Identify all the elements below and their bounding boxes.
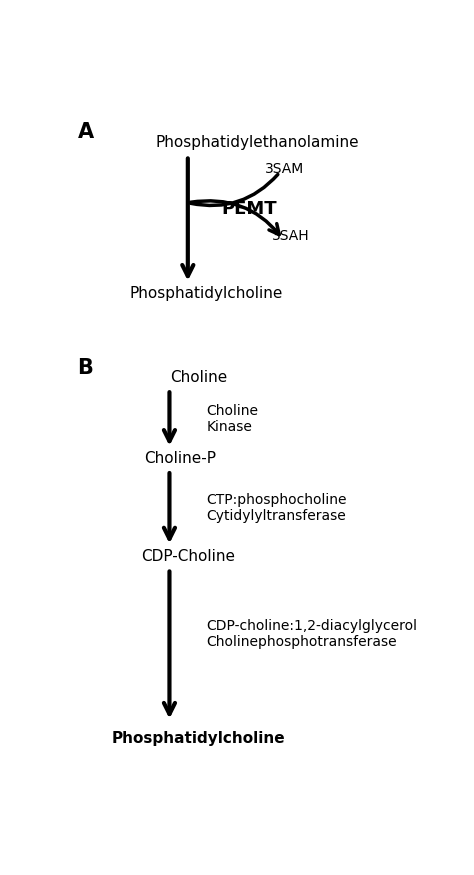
Text: Phosphatidylcholine: Phosphatidylcholine xyxy=(112,731,286,746)
Text: 3SAM: 3SAM xyxy=(265,162,304,176)
Text: CDP-choline:1,2-diacylglycerol
Cholinephosphotransferase: CDP-choline:1,2-diacylglycerol Cholineph… xyxy=(206,619,417,649)
Text: PEMT: PEMT xyxy=(221,200,276,219)
Text: Choline-P: Choline-P xyxy=(145,452,217,466)
Text: Choline
Kinase: Choline Kinase xyxy=(206,404,258,434)
Text: CTP:phosphocholine
Cytidylyltransferase: CTP:phosphocholine Cytidylyltransferase xyxy=(206,493,346,523)
Text: A: A xyxy=(78,122,94,142)
Text: CDP-Choline: CDP-Choline xyxy=(141,549,235,564)
Text: Choline: Choline xyxy=(170,370,228,385)
Text: Phosphatidylethanolamine: Phosphatidylethanolamine xyxy=(156,135,359,150)
Text: 3SAH: 3SAH xyxy=(272,229,310,243)
Text: Phosphatidylcholine: Phosphatidylcholine xyxy=(129,286,283,301)
Text: B: B xyxy=(78,358,93,378)
